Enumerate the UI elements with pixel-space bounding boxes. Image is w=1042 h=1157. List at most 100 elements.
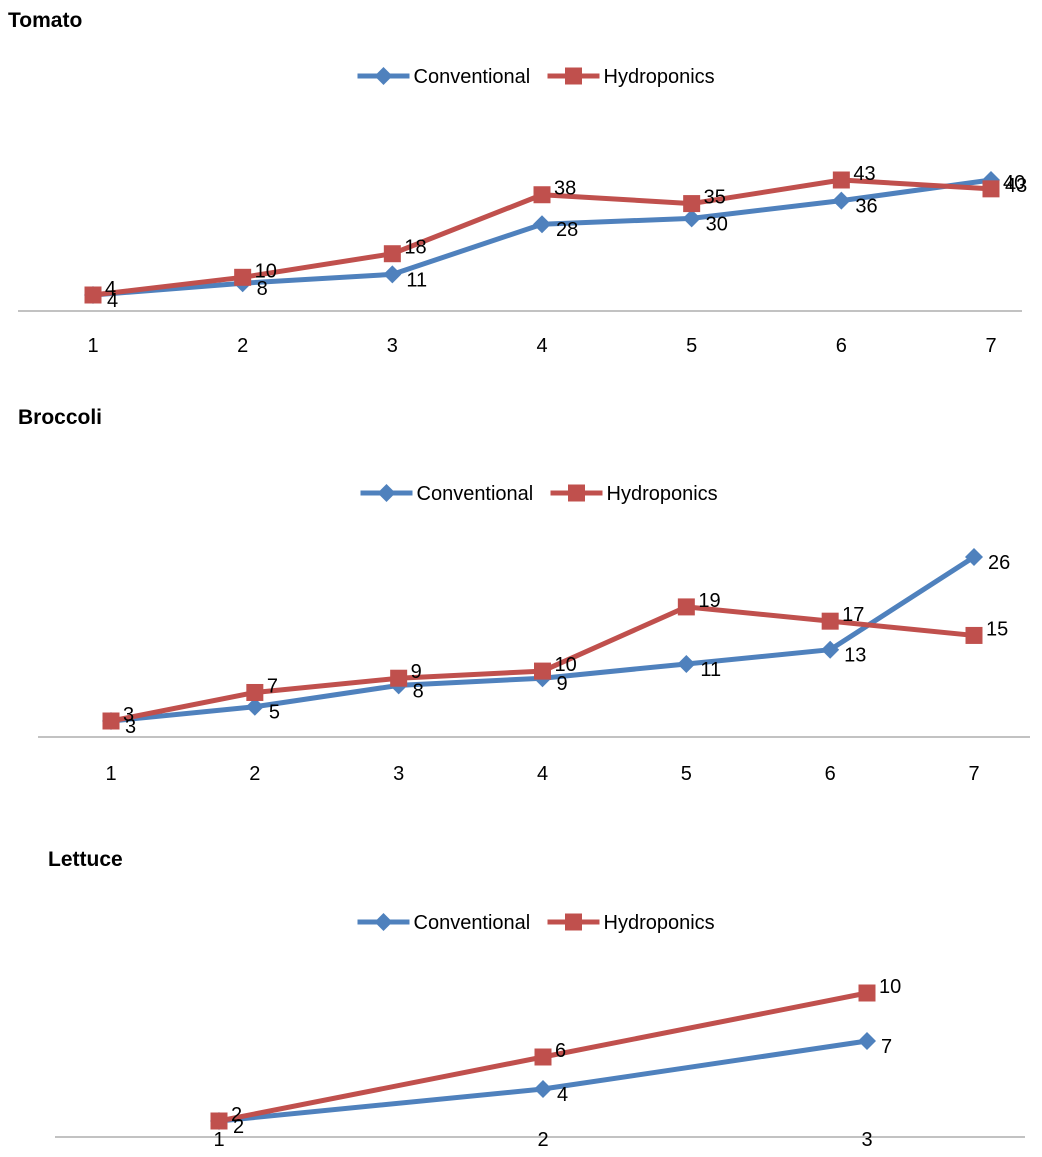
tomato-data-label-conventional: 43 — [1005, 175, 1027, 197]
broccoli-data-label-conventional: 5 — [269, 702, 280, 724]
broccoli-point-hydroponics — [821, 612, 839, 630]
lettuce-legend: Conventional Hydroponics — [357, 912, 715, 934]
legend-label-conventional: Conventional — [414, 66, 531, 88]
tomato-x-tick-label: 6 — [836, 335, 847, 357]
tomato-data-label-conventional: 36 — [855, 196, 877, 218]
broccoli-data-label-hydroponics: 3 — [123, 704, 134, 726]
lettuce-point-conventional — [534, 1080, 552, 1098]
broccoli-data-label-conventional: 8 — [413, 680, 424, 702]
legend-label-hydroponics: Hydroponics — [604, 912, 715, 934]
tomato-data-label-hydroponics: 35 — [704, 187, 726, 209]
lettuce-x-tick-label: 2 — [537, 1129, 548, 1151]
legend-item-hydroponics: Hydroponics — [547, 66, 715, 88]
tomato-point-hydroponics — [832, 171, 850, 189]
lettuce-chart-title: Lettuce — [48, 848, 123, 871]
broccoli-point-hydroponics — [965, 626, 983, 644]
tomato-data-label-hydroponics: 4 — [105, 278, 116, 300]
lettuce-data-label-conventional: 2 — [233, 1116, 244, 1138]
tomato-point-conventional — [533, 215, 551, 234]
tomato-data-label-conventional: 30 — [706, 213, 728, 235]
tomato-x-tick-label: 4 — [536, 335, 547, 357]
tomato-point-conventional — [383, 265, 402, 284]
tomato-data-label-conventional: 28 — [556, 219, 578, 241]
broccoli-point-conventional — [677, 654, 696, 673]
tomato-data-label-hydroponics: 43 — [853, 163, 875, 185]
broccoli-data-label-hydroponics: 15 — [986, 618, 1008, 640]
broccoli-point-conventional — [821, 640, 840, 659]
tomato-data-label-hydroponics: 10 — [255, 260, 277, 282]
legend-item-hydroponics: Hydroponics — [547, 912, 715, 934]
broccoli-x-tick-label: 7 — [968, 763, 979, 785]
legend-label-hydroponics: Hydroponics — [604, 66, 715, 88]
broccoli-data-label-hydroponics: 9 — [411, 661, 422, 683]
legend-item-conventional: Conventional — [357, 912, 530, 934]
tomato-legend: Conventional Hydroponics — [357, 66, 715, 88]
tomato-point-conventional — [832, 191, 851, 210]
legend-item-conventional: Conventional — [360, 483, 534, 505]
legend-marker-conventional — [377, 484, 396, 502]
legend-label-hydroponics: Hydroponics — [607, 483, 718, 505]
lettuce-point-conventional — [858, 1032, 876, 1050]
tomato-point-conventional — [682, 209, 701, 228]
tomato-x-tick-label: 7 — [985, 335, 996, 357]
tomato-x-tick-label: 1 — [87, 335, 98, 357]
broccoli-data-label-hydroponics: 10 — [555, 654, 577, 676]
legend-marker-hydroponics — [568, 484, 585, 502]
tomato-series-hydroponics — [84, 171, 1000, 304]
lettuce-point-hydroponics — [858, 984, 876, 1002]
lettuce-x-tick-label: 3 — [861, 1129, 872, 1151]
broccoli-data-label-hydroponics: 7 — [267, 675, 278, 697]
broccoli-data-label-hydroponics: 19 — [698, 590, 720, 612]
broccoli-chart: Broccoli Conventional Hydroponics 1 2 3 4 5 6 7 3 5… — [18, 406, 1030, 785]
broccoli-point-hydroponics — [390, 669, 408, 687]
broccoli-x-tick-label: 1 — [105, 763, 116, 785]
broccoli-point-hydroponics — [102, 712, 120, 730]
lettuce-point-hydroponics — [534, 1048, 552, 1066]
tomato-data-label-conventional: 4 — [107, 290, 118, 312]
broccoli-series-conventional — [102, 548, 983, 730]
tomato-point-hydroponics — [234, 268, 252, 286]
legend-label-conventional: Conventional — [417, 483, 534, 505]
tomato-data-label-hydroponics: 40 — [1003, 172, 1025, 194]
tomato-point-hydroponics — [383, 245, 401, 263]
broccoli-data-label-conventional: 26 — [988, 552, 1010, 574]
broccoli-chart-title: Broccoli — [18, 406, 102, 429]
lettuce-point-hydroponics — [210, 1112, 228, 1130]
broccoli-data-label-conventional: 3 — [125, 716, 136, 738]
legend-item-hydroponics: Hydroponics — [550, 483, 718, 505]
lettuce-data-label-conventional: 4 — [557, 1084, 568, 1106]
broccoli-data-label-conventional: 13 — [844, 645, 866, 667]
lettuce-data-label-hydroponics: 6 — [555, 1040, 566, 1062]
broccoli-point-hydroponics — [534, 662, 551, 680]
legend-marker-hydroponics — [565, 67, 582, 85]
tomato-point-hydroponics — [683, 195, 701, 213]
lettuce-series-conventional — [210, 1032, 876, 1130]
broccoli-x-tick-label: 3 — [393, 763, 404, 785]
legend-marker-conventional — [374, 67, 393, 85]
broccoli-x-tick-label: 5 — [681, 763, 692, 785]
broccoli-point-hydroponics — [246, 683, 264, 701]
tomato-point-hydroponics — [982, 180, 1000, 198]
broccoli-point-conventional — [965, 548, 983, 566]
tomato-x-tick-label: 2 — [237, 335, 248, 357]
broccoli-x-tick-label: 4 — [537, 763, 548, 785]
tomato-data-label-hydroponics: 38 — [554, 178, 576, 200]
lettuce-series-hydroponics — [210, 984, 876, 1130]
broccoli-legend: Conventional Hydroponics — [360, 483, 718, 505]
tomato-x-tick-label: 3 — [387, 335, 398, 357]
lettuce-data-label-hydroponics: 10 — [879, 976, 901, 998]
broccoli-series-hydroponics — [102, 598, 983, 730]
tomato-data-label-hydroponics: 18 — [404, 237, 426, 259]
broccoli-data-label-conventional: 9 — [557, 673, 568, 695]
lettuce-data-label-hydroponics: 2 — [231, 1104, 242, 1126]
tomato-data-label-conventional: 11 — [406, 269, 427, 291]
lettuce-x-tick-label: 1 — [213, 1129, 224, 1151]
legend-item-conventional: Conventional — [357, 66, 531, 88]
tomato-data-label-conventional: 8 — [257, 278, 268, 300]
tomato-chart-title: Tomato — [8, 9, 82, 32]
broccoli-data-label-conventional: 11 — [700, 659, 721, 681]
lettuce-data-label-conventional: 7 — [881, 1036, 892, 1058]
tomato-x-tick-label: 5 — [686, 335, 697, 357]
